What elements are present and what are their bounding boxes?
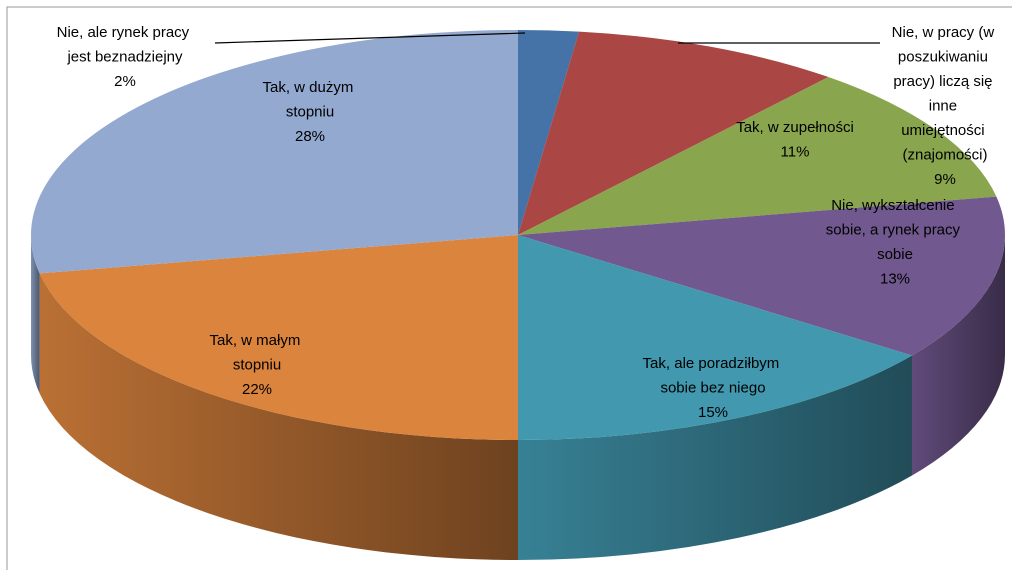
label-line: pracy) liczą się bbox=[893, 73, 996, 90]
label-line: stopniu bbox=[233, 357, 281, 374]
label-line: inne bbox=[929, 98, 962, 115]
value-label: 28% bbox=[295, 128, 325, 145]
pie-wall bbox=[911, 235, 1005, 476]
slice-label: Nie, w pracy (w poszukiwaniu pracy) licz… bbox=[892, 24, 999, 164]
label-line: sobie bbox=[877, 246, 913, 263]
slice-label: Nie, wykształcenie sobie, a rynek pracy … bbox=[826, 197, 964, 263]
pie-slice bbox=[518, 196, 1005, 356]
label-line: (znajomości) bbox=[902, 147, 987, 164]
label-line: stopniu bbox=[286, 104, 334, 121]
leader-line bbox=[214, 32, 526, 44]
label-line: Nie, ale rynek pracy bbox=[57, 24, 194, 41]
chart-frame bbox=[6, 6, 1012, 570]
label-line: Nie, wykształcenie bbox=[831, 197, 959, 214]
label-line: Tak, w zupełności bbox=[736, 119, 854, 136]
value-label: 15% bbox=[698, 404, 728, 421]
pie-slice bbox=[39, 235, 519, 440]
label-line: jest beznadziejny bbox=[66, 49, 183, 66]
pie-slice bbox=[518, 77, 997, 235]
label-line: poszukiwaniu bbox=[898, 49, 992, 66]
label-line: sobie bez niego bbox=[660, 380, 765, 397]
pie-wall bbox=[518, 355, 912, 560]
slice-label: Tak, w zupełności bbox=[736, 119, 854, 136]
value-label: 2% bbox=[114, 73, 136, 90]
pie-wall bbox=[39, 273, 519, 560]
pie-slice bbox=[518, 30, 580, 235]
value-label: 11% bbox=[781, 144, 810, 161]
label-line: sobie, a rynek pracy bbox=[826, 222, 964, 239]
label-line: umiejętności bbox=[901, 122, 989, 139]
slice-label: Tak, w małym stopniu bbox=[209, 332, 304, 374]
value-label: 22% bbox=[242, 381, 272, 398]
label-line: Tak, ale poradziłbym bbox=[643, 355, 784, 372]
value-label: 13% bbox=[880, 271, 910, 288]
label-line: Tak, w małym bbox=[209, 332, 304, 349]
slice-label: Tak, ale poradziłbym sobie bez niego bbox=[643, 355, 784, 397]
slice-label: Tak, w dużym stopniu bbox=[262, 79, 357, 121]
pie-slice bbox=[518, 235, 912, 440]
pie-slice bbox=[518, 31, 829, 235]
pie-slice bbox=[30, 30, 519, 274]
value-label: 9% bbox=[934, 171, 956, 188]
slice-label: Nie, ale rynek pracy jest beznadziejny bbox=[57, 24, 194, 66]
label-line: Tak, w dużym bbox=[262, 79, 357, 96]
pie-wall bbox=[31, 235, 40, 394]
label-line: Nie, w pracy (w bbox=[892, 24, 999, 41]
